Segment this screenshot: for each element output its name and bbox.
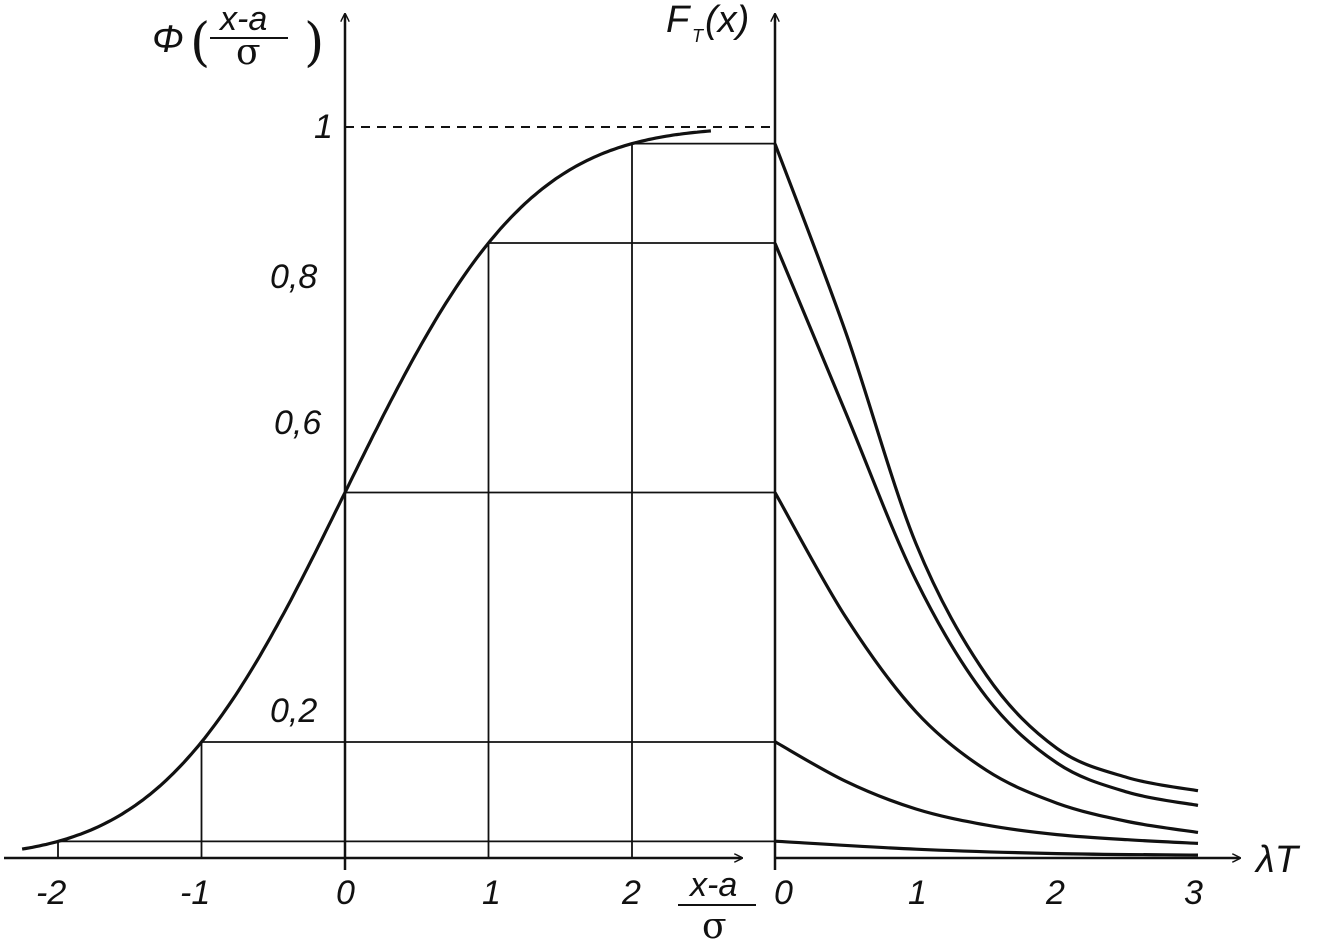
- left-x-tick-label: 0: [336, 874, 355, 912]
- y-tick-label: 0,2: [270, 692, 317, 730]
- right-y-label-main: F: [666, 0, 691, 41]
- decay-curve: [773, 143, 1199, 793]
- right-x-tick-label: 0: [774, 874, 793, 912]
- left-y-tick-labels: 0,2 0,6 0,8 1: [270, 108, 333, 730]
- right-y-label-arg: (x): [705, 0, 749, 41]
- curves: [21, 129, 1199, 857]
- left-x-tick-labels: -2 -1 0 1 2: [36, 874, 641, 912]
- axes: [4, 14, 1240, 870]
- y-tick-label: 1: [314, 108, 333, 146]
- left-x-tick-label: -1: [180, 874, 210, 912]
- y-tick-label: 0,6: [274, 404, 321, 442]
- left-y-label-numerator: x-a: [218, 0, 267, 38]
- open-paren: (: [190, 13, 210, 73]
- decay-curve: [773, 242, 1199, 807]
- right-y-axis-label: F T (x): [666, 0, 749, 46]
- right-x-tick-labels: 0 1 2 3: [774, 874, 1203, 912]
- right-x-tick-label: 1: [908, 874, 927, 912]
- right-x-tick-label: 3: [1184, 874, 1203, 912]
- normal-cdf-curve: [21, 129, 712, 851]
- left-x-label-numerator: x-a: [688, 866, 737, 904]
- left-x-axis-label: x-a σ: [678, 866, 756, 945]
- right-y-label-sub: T: [692, 26, 705, 46]
- left-x-tick-label: 2: [621, 874, 641, 912]
- right-x-axis-label: λT: [1254, 839, 1301, 881]
- left-x-label-denominator: σ: [702, 906, 727, 945]
- close-paren: ): [304, 13, 324, 73]
- left-y-label-denominator: σ: [236, 32, 261, 73]
- left-x-tick-label: 1: [482, 874, 501, 912]
- decay-curve: [774, 839, 1199, 857]
- left-y-axis-label: Φ ( x-a σ ): [152, 0, 324, 73]
- y-tick-label: 0,8: [270, 258, 317, 296]
- right-x-tick-label: 2: [1045, 874, 1065, 912]
- decay-curve: [773, 491, 1199, 834]
- guide-lines: [57, 126, 775, 858]
- decay-curve: [774, 740, 1199, 845]
- left-x-tick-label: -2: [36, 874, 66, 912]
- phi-symbol: Φ: [152, 19, 184, 61]
